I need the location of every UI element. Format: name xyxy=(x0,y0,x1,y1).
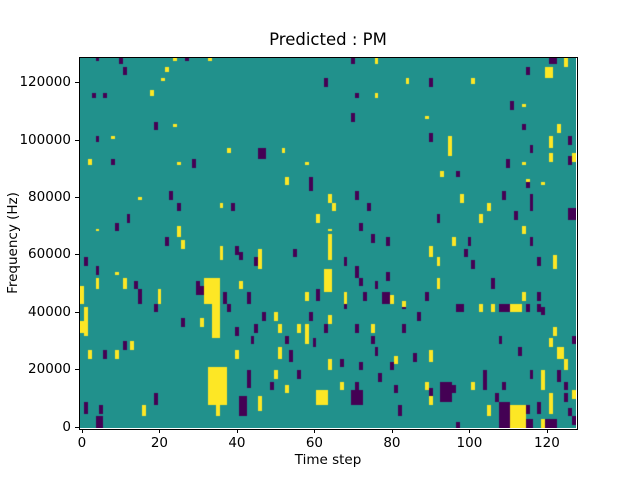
y-tick-label: 40000 xyxy=(28,303,71,320)
y-tick-mark xyxy=(75,311,79,313)
x-tick-mark xyxy=(314,429,316,433)
x-tick-mark xyxy=(236,429,238,433)
x-tick-label: 100 xyxy=(456,435,483,451)
x-tick-label: 0 xyxy=(77,435,87,451)
y-axis-label: Frequency (Hz) xyxy=(5,192,21,294)
y-tick-mark xyxy=(75,426,79,428)
x-tick-mark xyxy=(391,429,393,433)
heatmap-canvas xyxy=(80,58,576,428)
plot-area xyxy=(79,57,578,430)
x-tick-mark xyxy=(546,429,548,433)
x-axis-label: Time step xyxy=(294,452,362,468)
y-tick-mark xyxy=(75,82,79,84)
y-tick-label: 80000 xyxy=(28,189,71,206)
y-tick-label: 0 xyxy=(62,418,71,435)
x-tick-label: 40 xyxy=(228,435,246,451)
y-tick-label: 60000 xyxy=(28,246,71,263)
y-tick-label: 100000 xyxy=(19,131,71,148)
x-tick-label: 60 xyxy=(305,435,324,451)
x-tick-label: 80 xyxy=(383,435,401,451)
chart-title: Predicted : PM xyxy=(269,30,387,49)
y-tick-label: 120000 xyxy=(19,74,71,91)
x-tick-mark xyxy=(469,429,471,433)
y-tick-label: 20000 xyxy=(28,361,71,378)
y-tick-mark xyxy=(75,139,79,141)
x-tick-label: 120 xyxy=(534,435,560,451)
x-tick-mark xyxy=(81,429,83,433)
y-tick-mark xyxy=(75,369,79,371)
x-tick-mark xyxy=(159,429,161,433)
x-tick-label: 20 xyxy=(150,435,169,451)
y-tick-mark xyxy=(75,254,79,256)
y-tick-mark xyxy=(75,197,79,199)
